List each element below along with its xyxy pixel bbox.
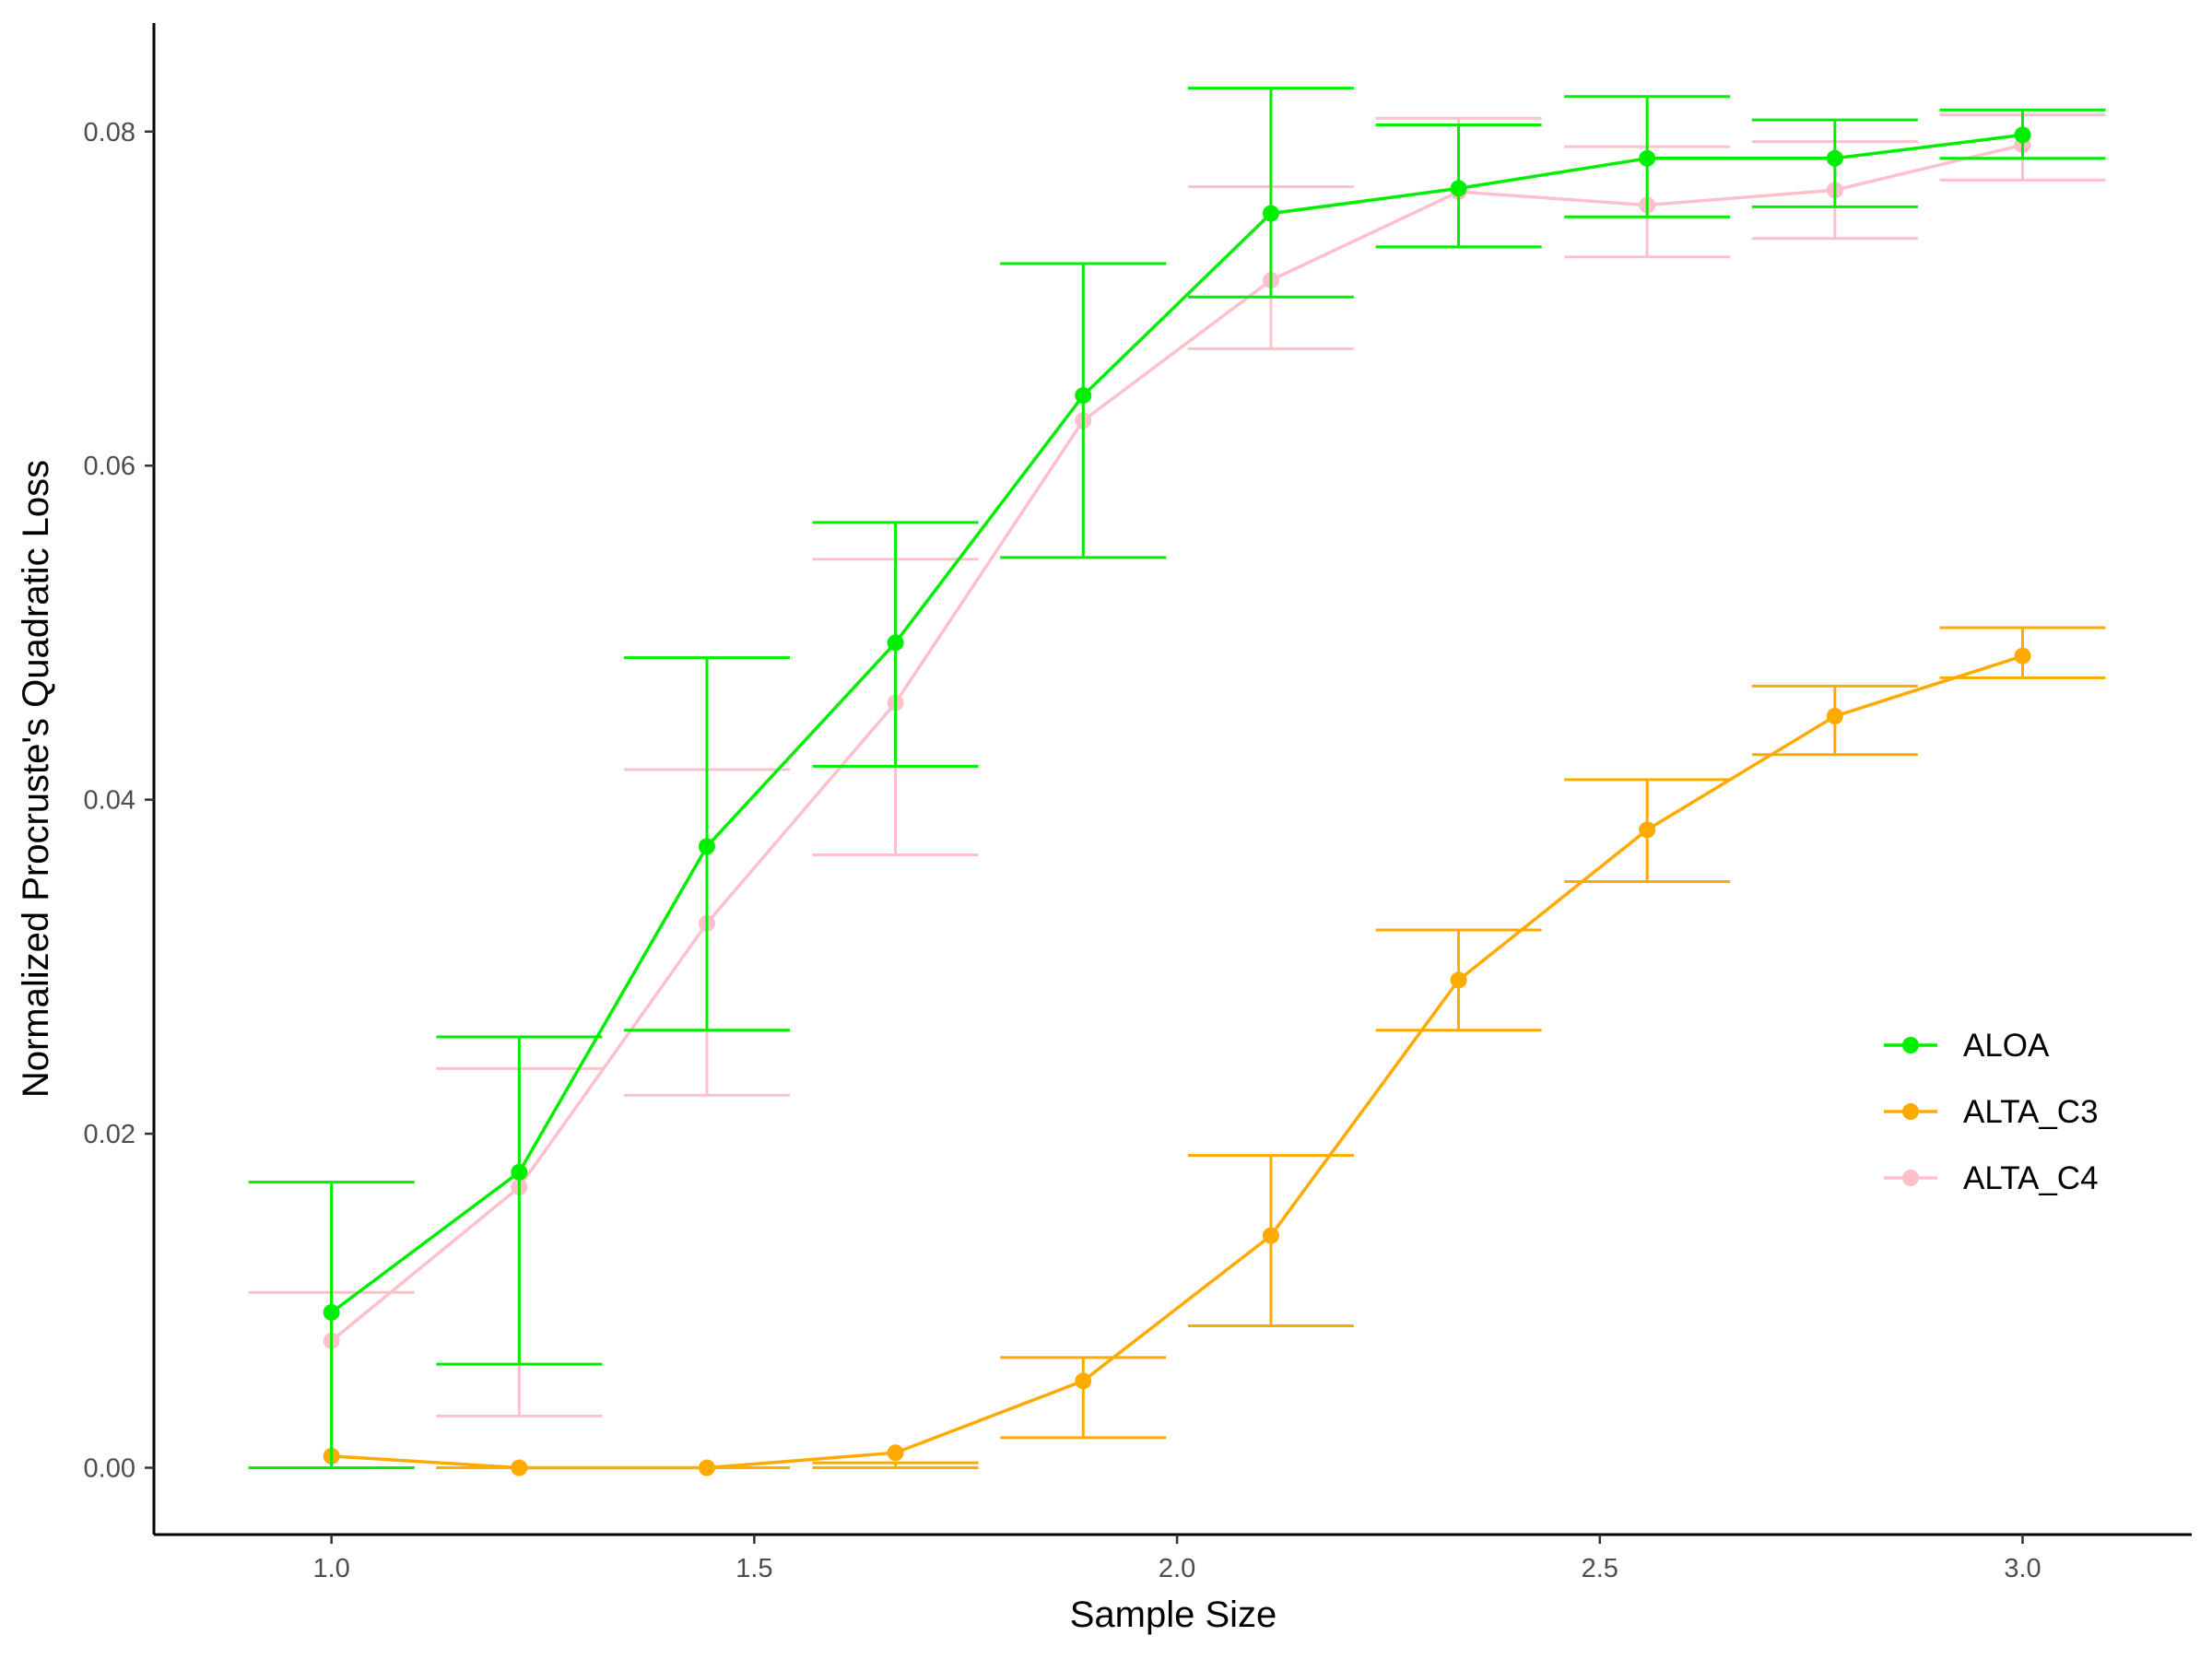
- legend-marker: [1902, 1170, 1919, 1186]
- x-tick-label: 2.0: [1159, 1554, 1195, 1583]
- legend-item-alta_c4: ALTA_C4: [1884, 1160, 2099, 1196]
- data-point: [323, 1303, 340, 1321]
- data-point: [1450, 971, 1467, 989]
- legend-label: ALTA_C3: [1963, 1094, 2099, 1130]
- data-point: [1826, 708, 1843, 725]
- data-point: [1639, 821, 1656, 839]
- data-point: [1262, 205, 1279, 222]
- series-aloa: [248, 87, 2106, 1470]
- data-point: [1262, 1227, 1279, 1244]
- data-point: [887, 1444, 904, 1462]
- y-tick-label: 0.02: [84, 1120, 135, 1149]
- axes-layer: 0.00 0.02 0.04 0.06 0.08 1.0 1.5 2.0 2.5 3.0: [84, 23, 2192, 1583]
- data-point: [1075, 387, 1092, 405]
- y-tick-label: 0.04: [84, 786, 135, 816]
- legend-marker: [1902, 1103, 1919, 1120]
- series-line: [331, 654, 2024, 1470]
- x-tick-label: 2.5: [1582, 1554, 1618, 1583]
- legend-item-alta_c3: ALTA_C3: [1884, 1094, 2099, 1130]
- y-axis-title: Normalized Procruste's Quadratic Loss: [16, 460, 56, 1098]
- data-point: [1826, 149, 1843, 167]
- series-layer: [248, 87, 2106, 1477]
- series-line: [330, 143, 2023, 1343]
- legend-marker: [1902, 1037, 1919, 1053]
- series-line: [330, 133, 2023, 1314]
- x-tick-label: 1.5: [735, 1554, 772, 1583]
- data-point: [698, 1459, 715, 1477]
- legend-item-aloa: ALOA: [1884, 1028, 2050, 1064]
- y-tick-label: 0.08: [84, 118, 135, 147]
- y-tick-label: 0.06: [84, 452, 135, 481]
- data-point: [2014, 647, 2031, 665]
- series-alta_c3: [248, 626, 2106, 1477]
- data-point: [887, 634, 904, 652]
- data-point: [1075, 1372, 1092, 1390]
- data-point: [1639, 149, 1656, 167]
- x-tick-label: 1.0: [312, 1554, 349, 1583]
- legend: ALOA ALTA_C3 ALTA_C4: [1884, 1028, 2099, 1196]
- data-point: [1450, 180, 1467, 197]
- data-point: [698, 838, 715, 855]
- series-alta_c4: [248, 113, 2106, 1470]
- x-axis-title: Sample Size: [1070, 1594, 1277, 1635]
- legend-label: ALTA_C4: [1963, 1160, 2099, 1196]
- data-point: [511, 1459, 528, 1477]
- data-point: [511, 1163, 528, 1181]
- y-tick-label: 0.00: [84, 1454, 135, 1484]
- x-tick-label: 3.0: [2004, 1554, 2041, 1583]
- data-point: [2014, 126, 2031, 144]
- legend-label: ALOA: [1963, 1028, 2050, 1064]
